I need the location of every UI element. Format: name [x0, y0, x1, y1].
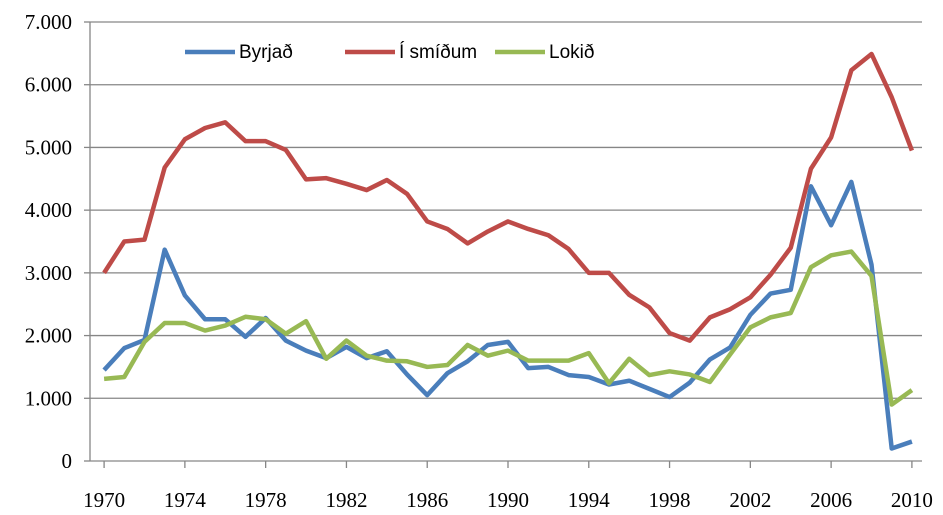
y-tick-label: 6.000 — [25, 73, 72, 97]
legend-label: Í smíðum — [399, 42, 477, 63]
x-tick-label: 1998 — [649, 488, 691, 512]
series-line — [102, 179, 913, 451]
x-tick-label: 1986 — [406, 488, 448, 512]
series-line — [102, 51, 915, 343]
x-tick-label: 1982 — [325, 488, 367, 512]
y-tick-label: 0 — [62, 449, 73, 473]
y-tick-label: 4.000 — [25, 198, 72, 222]
series-line — [103, 249, 914, 407]
y-tick-label: 1.000 — [25, 386, 72, 410]
y-tick-label: 7.000 — [25, 10, 72, 34]
x-tick-label: 1970 — [83, 488, 125, 512]
x-tick-label: 1978 — [245, 488, 287, 512]
x-tick-label: 2006 — [810, 488, 852, 512]
x-tick-label: 2010 — [891, 488, 933, 512]
legend-label: Byrjað — [239, 42, 293, 63]
y-tick-label: 3.000 — [25, 261, 72, 285]
y-tick-label: 5.000 — [25, 135, 72, 159]
x-tick-label: 1990 — [487, 488, 529, 512]
x-tick-label: 1974 — [164, 488, 207, 512]
x-tick-label: 2002 — [729, 488, 771, 512]
x-tick-label: 1994 — [568, 488, 611, 512]
legend-label: Lokið — [549, 42, 594, 63]
y-tick-label: 2.000 — [25, 324, 72, 348]
